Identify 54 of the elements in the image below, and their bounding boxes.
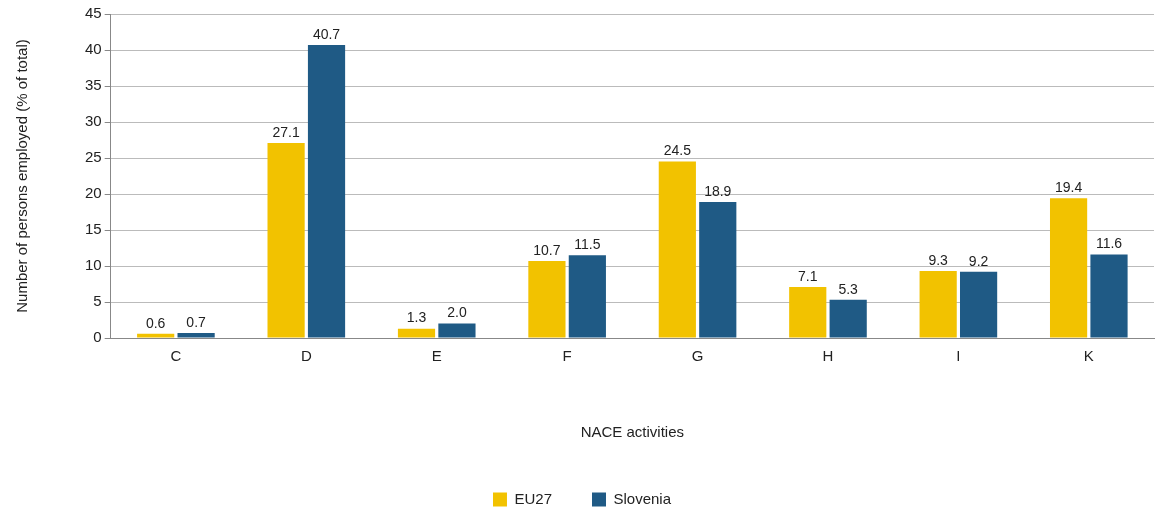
data-label: 0.7 [186, 313, 207, 330]
y-tick-label: 40 [85, 40, 102, 58]
bar [829, 299, 867, 338]
data-label: 2.0 [447, 304, 467, 321]
data-label: 9.2 [968, 252, 989, 269]
data-label: 18.9 [704, 182, 732, 199]
bar [658, 161, 696, 338]
bar [307, 44, 346, 338]
bar [919, 271, 957, 338]
x-tick-label: G [691, 347, 704, 365]
y-tick-label: 0 [93, 328, 102, 346]
legend-label: EU27 [514, 489, 552, 507]
y-tick-label: 25 [85, 148, 102, 166]
bar [267, 142, 305, 338]
bar [960, 271, 998, 338]
data-label: 0.6 [145, 314, 166, 331]
data-label: 1.3 [406, 309, 427, 326]
y-axis-title: Number of persons employed (% of total) [13, 39, 31, 313]
x-tick-label: C [170, 347, 182, 365]
y-tick-label: 10 [85, 256, 102, 274]
data-label: 7.1 [798, 267, 818, 284]
bar [1090, 254, 1128, 338]
bar [177, 332, 215, 338]
y-tick-label: 5 [93, 292, 102, 310]
data-label: 40.7 [312, 25, 341, 42]
x-tick-label: K [1083, 347, 1094, 365]
data-label: 11.6 [1095, 235, 1123, 252]
y-tick-label: 35 [85, 76, 102, 94]
bar [528, 260, 566, 338]
data-label: 19.4 [1054, 179, 1083, 196]
data-label: 27.1 [272, 123, 300, 140]
bar [699, 201, 737, 338]
x-tick-label: H [822, 347, 834, 365]
data-label: 24.5 [663, 142, 692, 159]
data-label: 5.3 [838, 280, 859, 297]
x-tick-label: D [300, 347, 312, 365]
y-tick-label: 20 [85, 184, 102, 202]
y-tick-label: 45 [85, 4, 102, 22]
legend-label: Slovenia [613, 489, 672, 507]
data-label: 11.5 [574, 236, 601, 253]
x-tick-label: I [956, 347, 961, 365]
bar [1049, 198, 1088, 338]
data-label: 9.3 [928, 251, 949, 268]
bar [438, 323, 476, 338]
data-label: 10.7 [533, 241, 561, 258]
bar [397, 328, 436, 338]
y-tick-label: 30 [85, 112, 102, 130]
x-tick-label: F [562, 347, 572, 365]
bar [789, 286, 827, 338]
x-axis-title: NACE activities [580, 423, 685, 441]
y-tick-label: 15 [85, 220, 102, 238]
bar [568, 255, 606, 338]
x-tick-label: E [431, 347, 442, 365]
bar [137, 333, 175, 338]
